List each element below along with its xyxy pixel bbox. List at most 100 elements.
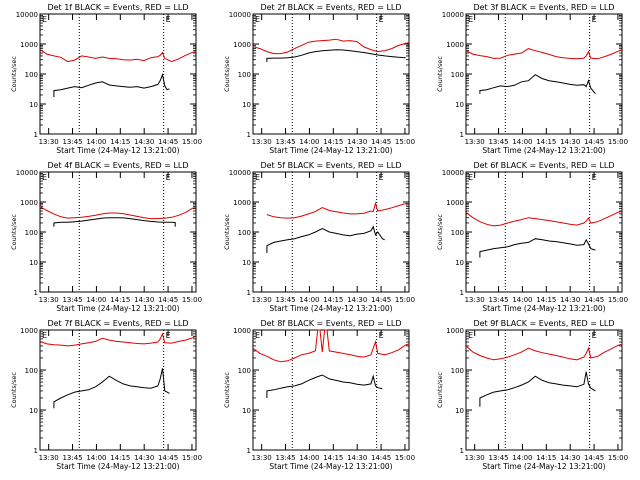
x-tick-label: 14:15 [536, 454, 556, 462]
chart-panel-4: Det 4f BLACK = Events, RED = LLD 1 10 100 10… [10, 161, 202, 313]
x-tick-label: 13:30 [252, 138, 272, 146]
lld-series-line [266, 201, 410, 219]
events-series-line [266, 225, 385, 253]
x-tick-label: 14:00 [299, 454, 319, 462]
x-tick-label: 13:45 [488, 296, 508, 304]
events-series-line [266, 374, 383, 398]
x-tick-label: 13:45 [62, 454, 82, 462]
y-tick-label: 1 [460, 289, 464, 297]
chart-panel-1: Det 1f BLACK = Events, RED = LLD 1 10 100 10… [10, 3, 202, 155]
events-series-line [53, 217, 176, 227]
chart-panel-8: Det 8f BLACK = Events, RED = LLD 1 10 100 10… [223, 319, 415, 471]
y-tick-label: 10 [455, 259, 464, 267]
chart-title: Det 7f BLACK = Events, RED = LLD [47, 319, 188, 328]
flag-marker: E [592, 15, 597, 24]
y-tick-label: 10 [242, 259, 251, 267]
y-tick-label: 100 [451, 367, 464, 375]
x-tick-label: 14:00 [86, 454, 106, 462]
y-tick-label: 1000 [446, 199, 464, 207]
y-axis-label: Counts/sec [436, 214, 444, 250]
x-tick-label: 13:45 [62, 138, 82, 146]
x-tick-label: 15:00 [395, 138, 415, 146]
flag-marker: E [255, 15, 260, 24]
x-tick-label: 14:15 [323, 454, 343, 462]
flag-marker: E [255, 331, 260, 340]
plot-frame [39, 171, 197, 293]
flag-marker: E [42, 15, 47, 24]
x-tick-label: 13:30 [39, 454, 59, 462]
y-tick-label: 10000 [229, 11, 251, 19]
x-tick-label: 14:00 [512, 454, 532, 462]
x-tick-label: 13:45 [488, 138, 508, 146]
y-tick-label: 100 [451, 71, 464, 79]
y-tick-label: 1000 [233, 199, 251, 207]
chart-title: Det 3f BLACK = Events, RED = LLD [473, 3, 614, 12]
chart-title: Det 5f BLACK = Events, RED = LLD [260, 161, 401, 170]
y-tick-label: 1000 [20, 41, 38, 49]
x-tick-label: 15:00 [608, 454, 628, 462]
plot-frame [465, 13, 623, 135]
x-tick-label: 14:15 [323, 138, 343, 146]
y-axis-label: Counts/sec [436, 56, 444, 92]
x-tick-label: 14:30 [560, 454, 580, 462]
y-axis-label: Counts/sec [10, 372, 18, 408]
x-axis-label: Start Time (24-May-12 13:21:00) [269, 304, 392, 313]
x-tick-label: 14:30 [560, 138, 580, 146]
x-tick-label: 13:30 [465, 296, 485, 304]
flag-marker: E [468, 15, 473, 24]
x-tick-label: 14:30 [134, 296, 154, 304]
y-tick-label: 100 [238, 71, 251, 79]
y-tick-label: 100 [451, 229, 464, 237]
x-tick-label: 14:30 [347, 454, 367, 462]
x-tick-label: 15:00 [395, 296, 415, 304]
chart-panel-6: Det 6f BLACK = Events, RED = LLD 1 10 100 10… [436, 161, 628, 313]
plot-frame [39, 329, 197, 451]
y-tick-label: 1000 [446, 41, 464, 49]
x-tick-label: 13:30 [39, 138, 59, 146]
lld-series-line [252, 38, 410, 55]
y-axis-label: Counts/sec [10, 214, 18, 250]
lld-series-line [465, 48, 623, 60]
x-tick-label: 15:00 [182, 138, 202, 146]
y-axis-label: Counts/sec [223, 56, 231, 92]
x-tick-label: 14:15 [323, 296, 343, 304]
y-tick-label: 10000 [442, 169, 464, 177]
y-axis-label: Counts/sec [223, 214, 231, 250]
y-axis-label: Counts/sec [223, 372, 231, 408]
chart-panel-3: Det 3f BLACK = Events, RED = LLD 1 10 100 10… [436, 3, 628, 155]
x-axis-label: Start Time (24-May-12 13:21:00) [56, 462, 179, 471]
events-series-line [53, 72, 170, 98]
y-tick-label: 1 [247, 131, 251, 139]
y-tick-label: 100 [25, 71, 38, 79]
flag-marker: E [166, 173, 171, 182]
x-tick-label: 15:00 [395, 454, 415, 462]
x-tick-label: 14:00 [512, 138, 532, 146]
lld-series-line [39, 49, 197, 63]
events-series-line [266, 49, 406, 63]
x-tick-label: 15:00 [608, 138, 628, 146]
flag-marker: E [42, 331, 47, 340]
y-tick-label: 1 [34, 289, 38, 297]
flag-marker: E [255, 173, 260, 182]
x-tick-label: 13:30 [252, 296, 272, 304]
chart-panel-2: Det 2f BLACK = Events, RED = LLD 1 10 100 10… [223, 3, 415, 155]
x-tick-label: 13:30 [465, 138, 485, 146]
flag-marker: E [379, 15, 384, 24]
y-tick-label: 1 [247, 447, 251, 455]
x-tick-label: 14:45 [371, 454, 391, 462]
y-tick-label: 1 [460, 447, 464, 455]
events-series-line [479, 371, 596, 407]
chart-title: Det 1f BLACK = Events, RED = LLD [47, 3, 188, 12]
x-tick-label: 14:30 [347, 138, 367, 146]
lld-series-line [252, 329, 410, 363]
x-tick-label: 13:30 [465, 454, 485, 462]
x-tick-label: 14:30 [134, 454, 154, 462]
x-tick-label: 14:45 [584, 296, 604, 304]
y-tick-label: 10 [29, 259, 38, 267]
chart-title: Det 6f BLACK = Events, RED = LLD [473, 161, 614, 170]
y-tick-label: 1000 [20, 199, 38, 207]
y-tick-label: 1 [460, 131, 464, 139]
y-tick-label: 10000 [229, 169, 251, 177]
plot-frame [252, 13, 410, 135]
